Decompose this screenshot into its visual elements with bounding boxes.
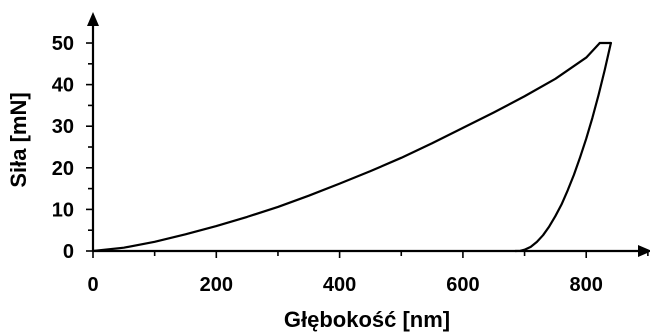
unloading-curve [514, 41, 612, 253]
axes [87, 12, 650, 257]
x-tick-label: 0 [87, 274, 98, 296]
y-tick-label: 0 [63, 241, 74, 263]
y-tick-label: 40 [52, 75, 74, 97]
y-axis-arrowhead [87, 12, 99, 26]
x-tick-label: 600 [446, 274, 479, 296]
x-tick-label: 400 [323, 274, 356, 296]
y-ticks: 0 10 20 30 40 50 [52, 33, 93, 263]
x-axis-arrowhead [638, 245, 650, 257]
y-tick-label: 10 [52, 199, 74, 221]
x-tick-label: 800 [570, 274, 603, 296]
y-tick-label: 50 [52, 33, 74, 55]
y-tick-label: 20 [52, 158, 74, 180]
y-axis-title: Siła [mN] [6, 92, 31, 187]
x-ticks: 0 200 400 600 800 [87, 251, 649, 296]
x-tick-label: 200 [200, 274, 233, 296]
x-axis-title: Głębokość [nm] [284, 307, 450, 332]
loading-curve [91, 41, 601, 253]
plot-area [91, 41, 612, 253]
y-tick-label: 30 [52, 116, 74, 138]
